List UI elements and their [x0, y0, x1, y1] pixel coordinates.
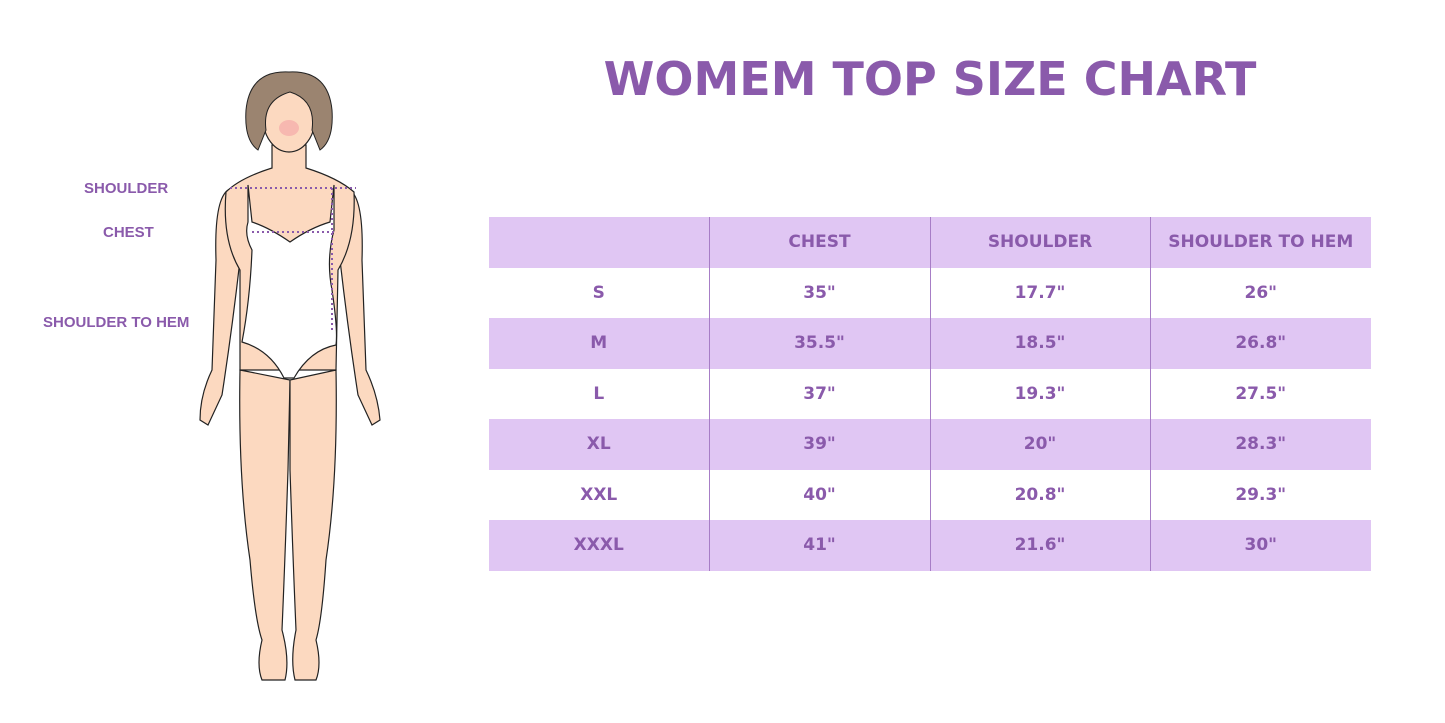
table-row: L 37" 19.3" 27.5" [489, 368, 1371, 419]
table-cell: 18.5" [929, 318, 1150, 369]
table-cell: 20" [929, 419, 1150, 470]
header-cell [489, 217, 709, 268]
table-cell: 29.3" [1149, 469, 1371, 520]
table-row: M 35.5" 18.5" 26.8" [489, 318, 1371, 369]
table-row: XL 39" 20" 28.3" [489, 419, 1371, 470]
size-cell: XXL [580, 484, 618, 505]
table-cell: 41" [708, 520, 930, 571]
table-cell: 21.6" [929, 520, 1150, 571]
size-cell: XXXL [489, 520, 709, 571]
page-title: WOMEM TOP SIZE CHART [603, 52, 1257, 106]
size-cell: XL [489, 419, 709, 470]
table-cell: 26.8" [1149, 318, 1371, 369]
label-chest: CHEST [103, 224, 154, 241]
label-shoulder-to-hem: SHOULDER TO HEM [43, 314, 190, 331]
table-cell: 35.5" [708, 318, 930, 369]
table-cell: 30" [1149, 520, 1371, 571]
table-cell: 17.7" [929, 267, 1150, 318]
table-cell: 37" [708, 368, 930, 419]
table-cell: 20.8" [929, 469, 1150, 520]
label-shoulder: SHOULDER [84, 180, 169, 197]
header-cell: SHOULDER TO HEM [1149, 217, 1371, 268]
table-row: XXXL 41" 21.6" 30" [489, 520, 1371, 571]
table-cell: 19.3" [929, 368, 1150, 419]
size-cell: M [489, 318, 709, 369]
size-cell: L [593, 383, 605, 404]
table-row: XXL 40" 20.8" 29.3" [489, 469, 1371, 520]
size-table: CHEST SHOULDER SHOULDER TO HEM S 35" 17.… [489, 217, 1371, 571]
table-cell: 39" [708, 419, 930, 470]
table-header-row: CHEST SHOULDER SHOULDER TO HEM [489, 217, 1371, 268]
table-cell: 35" [708, 267, 930, 318]
body-figure-illustration [199, 71, 381, 681]
size-cell: S [592, 282, 605, 303]
table-cell: 27.5" [1149, 368, 1371, 419]
table-cell: 26" [1149, 267, 1371, 318]
header-cell: SHOULDER [929, 217, 1150, 268]
table-cell: 28.3" [1149, 419, 1371, 470]
header-cell: CHEST [708, 217, 930, 268]
table-cell: 40" [708, 469, 930, 520]
table-row: S 35" 17.7" 26" [489, 267, 1371, 318]
